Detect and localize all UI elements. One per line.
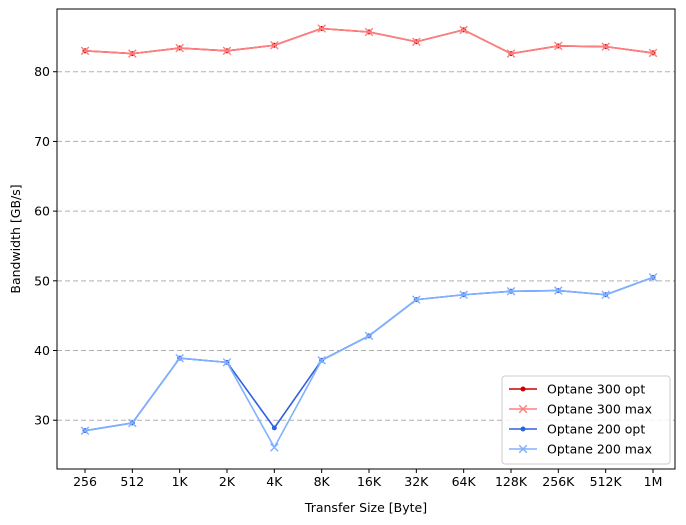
legend-marker <box>520 426 526 432</box>
data-point <box>364 27 374 37</box>
legend-label: Optane 300 max <box>547 402 652 417</box>
marker-stroke <box>506 286 516 296</box>
legend-marker <box>518 404 528 414</box>
x-axis-label: Transfer Size [Byte] <box>304 500 427 515</box>
data-point <box>80 426 90 435</box>
data-point <box>506 49 516 58</box>
data-point <box>317 24 326 33</box>
marker-stroke <box>601 42 610 51</box>
marker-stroke <box>506 49 516 58</box>
marker-stroke <box>80 46 90 56</box>
y-tick-label: 40 <box>34 343 50 358</box>
x-tick-label: 1M <box>644 474 663 489</box>
series-optane-300-opt <box>82 26 656 57</box>
data-point <box>364 331 374 341</box>
data-point <box>80 46 90 56</box>
marker-stroke <box>175 43 184 53</box>
legend-item: Optane 300 opt <box>509 382 645 397</box>
legend-label: Optane 300 opt <box>547 382 645 397</box>
legend-label: Optane 200 max <box>547 442 652 457</box>
x-tick-label: 128K <box>495 474 528 489</box>
marker-stroke <box>518 404 528 414</box>
marker-stroke <box>412 37 421 47</box>
series-optane-200-max <box>80 273 658 452</box>
data-point <box>128 49 137 58</box>
data-point <box>648 273 658 282</box>
series-optane-300-max <box>80 24 658 58</box>
legend-item: Optane 200 opt <box>509 422 645 437</box>
data-point <box>317 355 326 365</box>
legend-item: Optane 200 max <box>509 442 652 457</box>
marker-stroke <box>554 286 563 295</box>
data-point <box>601 42 610 51</box>
grid-lines <box>57 71 675 421</box>
marker-stroke <box>222 46 232 56</box>
marker-stroke <box>648 48 658 58</box>
x-tick-label: 256 <box>73 474 97 489</box>
data-point <box>222 46 232 56</box>
x-tick-label: 32K <box>404 474 429 489</box>
marker-stroke <box>270 40 279 50</box>
data-point <box>648 48 658 58</box>
marker-stroke <box>317 355 326 365</box>
marker-stroke <box>317 24 326 33</box>
axis-ticks: 30 40 50 60 70 80 256 512 1K 2K 4K 8K 16K 32K 64K 128K 2… <box>34 64 662 489</box>
data-point <box>506 286 516 296</box>
y-tick-label: 30 <box>34 413 50 428</box>
x-tick-label: 1K <box>172 474 189 489</box>
data-point <box>459 25 468 35</box>
marker-stroke <box>601 290 610 300</box>
marker-stroke <box>459 25 468 35</box>
marker-stroke <box>518 444 528 454</box>
y-tick-label: 80 <box>34 64 50 79</box>
x-tick-label: 64K <box>452 474 477 489</box>
plot-frame <box>56 8 676 470</box>
legend-label: Optane 200 opt <box>547 422 645 437</box>
data-point <box>128 418 137 428</box>
legend-item: Optane 300 max <box>509 402 652 417</box>
data-point <box>222 358 232 367</box>
series-layer <box>80 24 658 452</box>
legend-marker <box>520 386 526 392</box>
data-point <box>270 40 279 50</box>
marker-stroke <box>412 295 421 304</box>
x-tick-label: 8K <box>314 474 331 489</box>
marker-stroke <box>128 418 137 428</box>
marker-stroke <box>128 49 137 58</box>
x-tick-label: 512K <box>590 474 623 489</box>
legend: Optane 300 opt Optane 300 max Optane 200 o… <box>501 375 671 465</box>
y-tick-label: 70 <box>34 134 50 149</box>
y-axis-label: Bandwidth [GB/s] <box>8 184 23 293</box>
x-tick-label: 512 <box>120 474 144 489</box>
data-point <box>554 41 563 51</box>
marker-stroke <box>80 426 90 435</box>
x-tick-label: 4K <box>266 474 283 489</box>
marker-stroke <box>270 443 279 452</box>
marker-stroke <box>459 290 468 300</box>
marker-stroke <box>364 331 374 341</box>
data-point <box>175 43 184 53</box>
y-tick-label: 50 <box>34 273 50 288</box>
data-point <box>270 443 279 452</box>
data-point <box>271 425 277 431</box>
data-point <box>175 353 184 363</box>
data-point <box>412 295 421 304</box>
marker-stroke <box>648 273 658 282</box>
legend-marker <box>518 444 528 454</box>
x-tick-label: 2K <box>219 474 236 489</box>
data-point <box>554 286 563 295</box>
marker-stroke <box>222 358 232 367</box>
data-point <box>601 290 610 300</box>
marker-stroke <box>554 41 563 51</box>
data-point <box>412 37 421 47</box>
marker-stroke <box>175 353 184 363</box>
marker-stroke <box>364 27 374 37</box>
x-tick-label: 16K <box>357 474 382 489</box>
x-tick-label: 256K <box>542 474 575 489</box>
data-point <box>459 290 468 300</box>
legend-box <box>501 375 671 465</box>
y-tick-label: 60 <box>34 204 50 219</box>
